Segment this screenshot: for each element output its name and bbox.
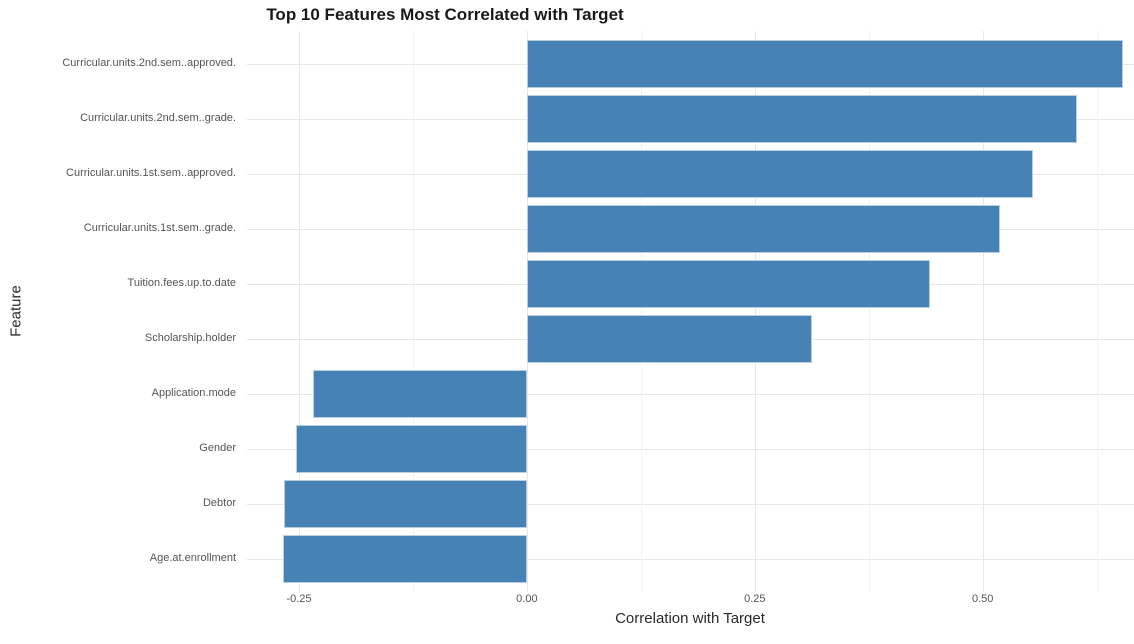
y-tick-label: Age.at.enrollment [149, 552, 236, 564]
y-tick-label: Scholarship.holder [144, 332, 236, 344]
gridline-major [299, 31, 300, 592]
bar-application-mode [312, 370, 527, 418]
gridline-minor [868, 31, 870, 592]
y-tick-label: Curricular.units.2nd.sem..approved. [62, 57, 236, 69]
y-tick-label: Tuition.fees.up.to.date [127, 277, 236, 289]
x-tick-label: 0.00 [516, 593, 538, 605]
y-tick-label: Debtor [202, 497, 236, 509]
x-tick-label: 0.25 [744, 593, 766, 605]
y-tick-label: Curricular.units.1st.sem..grade. [83, 222, 236, 234]
gridline-minor [1096, 31, 1098, 592]
y-tick-label: Application.mode [151, 387, 236, 399]
bar-curricular-units-2nd-sem-grade [526, 95, 1077, 143]
gridline-minor [640, 31, 642, 592]
y-tick-label: Gender [199, 442, 236, 454]
y-tick-label: Curricular.units.2nd.sem..grade. [80, 112, 236, 124]
gridline-row [247, 394, 1134, 395]
bar-gender [296, 425, 527, 473]
plot-area [247, 31, 1134, 592]
chart-title: Top 10 Features Most Correlated with Tar… [266, 5, 624, 24]
bar-tuition-fees-up-to-date [526, 260, 930, 308]
gridline-minor [412, 31, 414, 592]
gridline-row [247, 559, 1134, 560]
y-axis-title: Feature [7, 285, 25, 337]
gridline-row [247, 449, 1134, 450]
bar-curricular-units-2nd-sem-approved [526, 40, 1124, 88]
x-tick-label: 0.50 [971, 593, 994, 605]
bar-curricular-units-1st-sem-approved [526, 150, 1033, 198]
gridline-major [754, 31, 756, 592]
gridline-major [982, 31, 984, 592]
gridline-major [526, 31, 528, 592]
bar-curricular-units-1st-sem-grade [526, 205, 1000, 253]
x-axis-title: Correlation with Target [615, 610, 765, 627]
y-tick-label: Curricular.units.1st.sem..approved. [66, 167, 236, 179]
bar-age-at-enrollment [282, 535, 527, 583]
x-tick-label: -0.25 [286, 593, 312, 605]
bar-scholarship-holder [526, 315, 813, 363]
gridline-row [247, 504, 1134, 505]
bar-debtor [283, 480, 527, 528]
